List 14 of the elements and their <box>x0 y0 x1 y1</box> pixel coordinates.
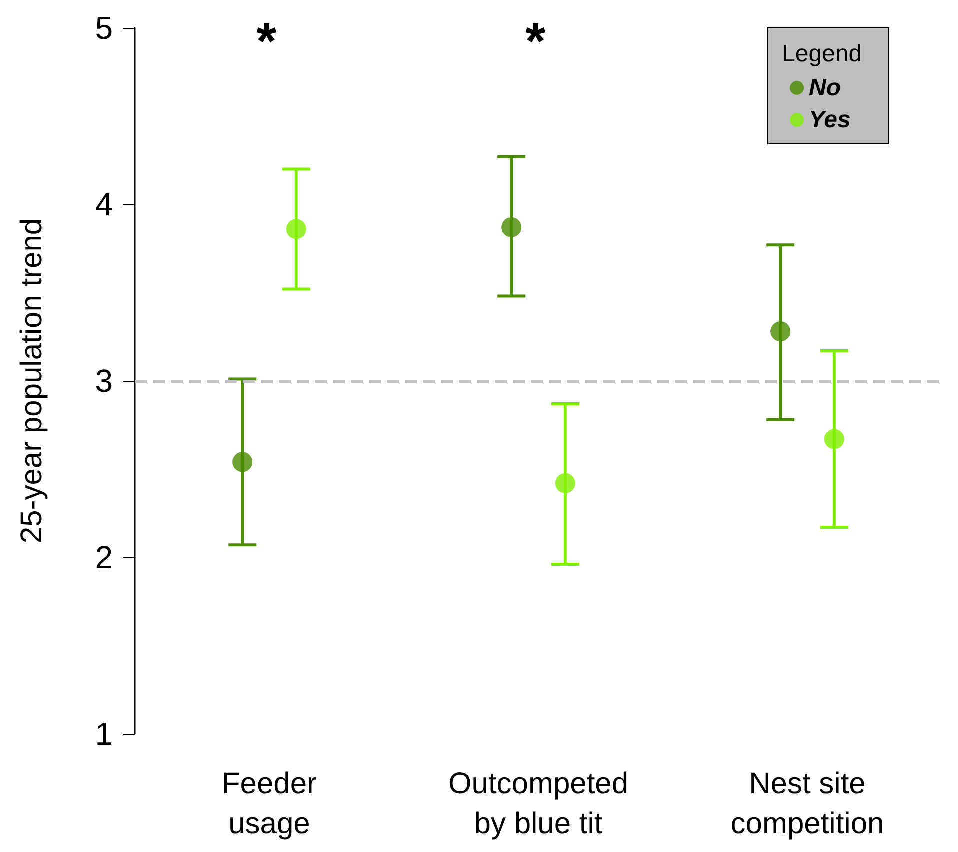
y-tick-label: 3 <box>95 363 113 399</box>
y-axis-title: 25-year population trend <box>16 218 48 544</box>
legend-title: Legend <box>782 40 862 68</box>
y-tick-label: 5 <box>95 10 113 46</box>
legend-label: No <box>809 74 841 102</box>
x-tick-label: Feeder usage <box>222 768 318 840</box>
y-tick-label: 2 <box>95 540 113 576</box>
annotation: * <box>526 13 546 71</box>
legend-label: Yes <box>809 106 851 134</box>
x-tick-label: Outcompeted by blue tit <box>448 768 629 840</box>
y-tick-label: 4 <box>95 186 113 222</box>
x-tick-label: Nest site competition <box>730 768 884 840</box>
annotation: * <box>256 13 278 71</box>
y-tick-label: 1 <box>95 716 113 752</box>
